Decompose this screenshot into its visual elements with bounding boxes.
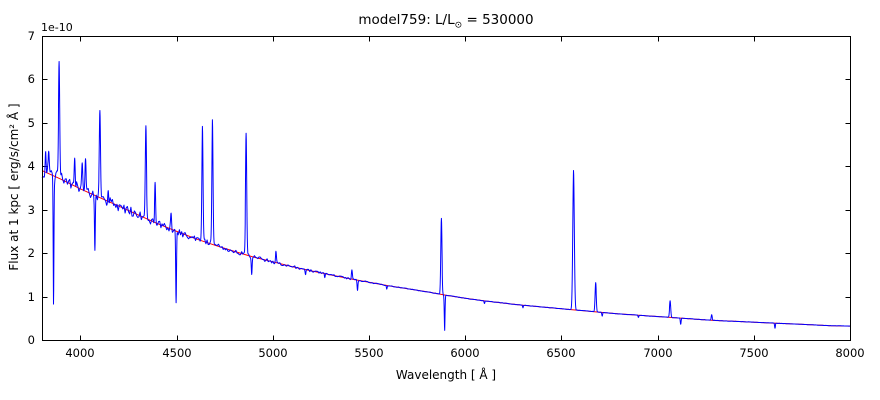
svg-text:5: 5 (28, 116, 35, 130)
svg-text:4500: 4500 (162, 346, 191, 360)
continuum-fit-line (41, 170, 851, 327)
svg-text:3: 3 (28, 203, 35, 217)
svg-text:6: 6 (28, 72, 35, 86)
svg-text:7000: 7000 (643, 346, 672, 360)
svg-text:4000: 4000 (65, 346, 94, 360)
svg-text:7500: 7500 (739, 346, 768, 360)
svg-text:5000: 5000 (258, 346, 287, 360)
y-axis-label: Flux at 1 kpc [ erg/s/cm² Å ] (7, 103, 21, 271)
x-axis-label: Wavelength [ Å ] (395, 368, 497, 382)
svg-text:1: 1 (28, 290, 35, 304)
x-tick-labels: 4000 4500 5000 5500 6000 6500 7000 7500 8000 (65, 346, 864, 360)
svg-text:7: 7 (28, 29, 35, 43)
plot-title: model759: L/L⊙ = 530000 (42, 12, 850, 31)
axes-frame (42, 36, 851, 341)
svg-text:8000: 8000 (835, 346, 864, 360)
plot-title-solar-subscript: ⊙ (454, 20, 463, 31)
spectrum-line (41, 61, 851, 331)
svg-text:6500: 6500 (546, 346, 575, 360)
svg-text:5500: 5500 (354, 346, 383, 360)
svg-text:4: 4 (28, 159, 35, 173)
svg-text:0: 0 (28, 333, 35, 347)
svg-text:6000: 6000 (450, 346, 479, 360)
y-tick-labels: 0 1 2 3 4 5 6 7 (28, 29, 35, 347)
x-axis-ticks (80, 36, 851, 341)
plot-title-prefix: model759: L/L (358, 12, 455, 28)
y-axis-offset-label: 1e-10 (41, 21, 73, 34)
plot-title-suffix: = 530000 (462, 12, 534, 28)
svg-text:2: 2 (28, 246, 35, 260)
